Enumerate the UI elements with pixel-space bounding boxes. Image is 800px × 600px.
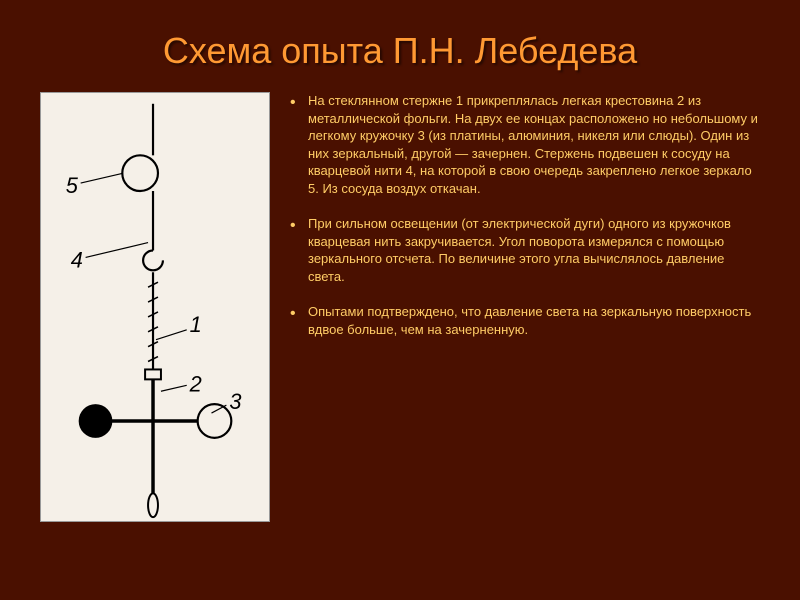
text-column: На стеклянном стержне 1 прикреплялась ле… [290, 92, 760, 522]
disc-black [79, 404, 113, 438]
disc-white [198, 404, 232, 438]
slide-title: Схема опыта П.Н. Лебедева [40, 30, 760, 72]
label-3: 3 [229, 389, 241, 414]
tip [148, 493, 158, 517]
paragraph-3: Опытами подтверждено, что давление света… [290, 303, 760, 338]
label-4: 4 [71, 247, 83, 272]
paragraph-1: На стеклянном стержне 1 прикреплялась ле… [290, 92, 760, 197]
collar [145, 369, 161, 379]
diagram-panel: 5 4 1 2 3 [40, 92, 270, 522]
label-1: 1 [190, 312, 202, 337]
hook [143, 250, 163, 270]
content-row: 5 4 1 2 3 На стеклянном стержне 1 прикре… [40, 92, 760, 522]
label-5: 5 [66, 173, 79, 198]
mirror-5 [122, 155, 158, 191]
lebedev-diagram: 5 4 1 2 3 [41, 93, 269, 521]
label-2: 2 [189, 371, 202, 396]
paragraph-2: При сильном освещении (от электрической … [290, 215, 760, 285]
